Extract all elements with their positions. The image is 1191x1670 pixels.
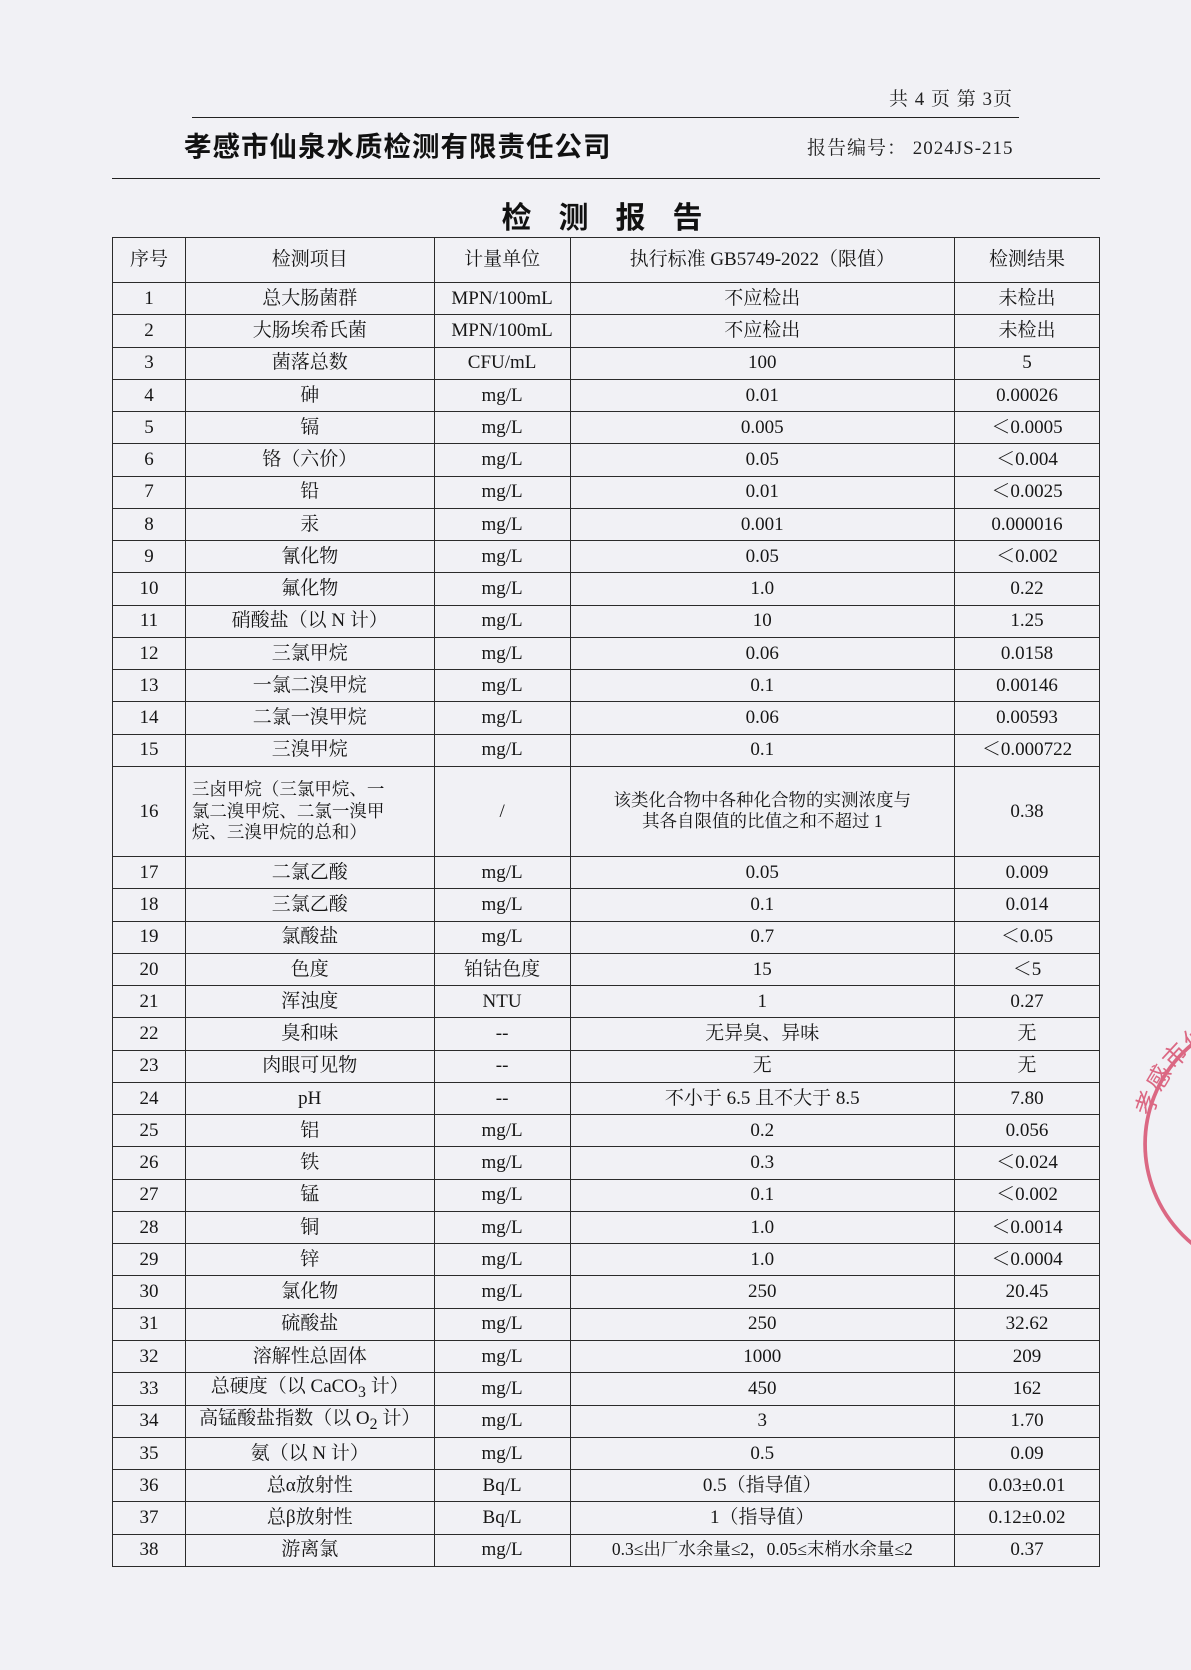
svg-text:孝感市仙泉水质检测有限公司: 孝感市仙泉水质检测有限公司 — [1131, 1000, 1191, 1119]
